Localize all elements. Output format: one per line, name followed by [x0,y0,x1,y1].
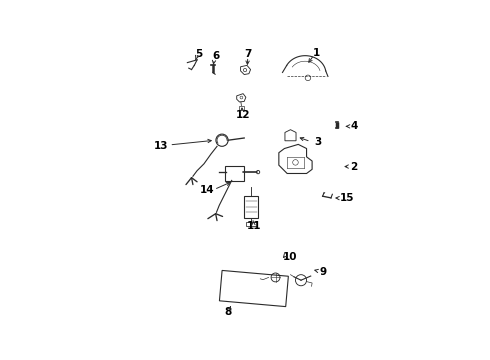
Text: 3: 3 [314,136,321,147]
Text: 14: 14 [199,185,214,195]
Text: 12: 12 [236,110,250,120]
Text: 15: 15 [340,193,354,203]
Text: 9: 9 [319,267,327,277]
Text: 7: 7 [245,49,252,59]
Text: 1: 1 [313,48,320,58]
Text: 5: 5 [195,49,202,59]
Text: 10: 10 [283,252,297,262]
Text: 11: 11 [246,221,261,231]
Text: 8: 8 [224,307,231,317]
Text: 2: 2 [350,162,357,172]
Text: 13: 13 [154,141,168,151]
Text: 4: 4 [350,121,357,131]
Text: 6: 6 [212,51,219,61]
